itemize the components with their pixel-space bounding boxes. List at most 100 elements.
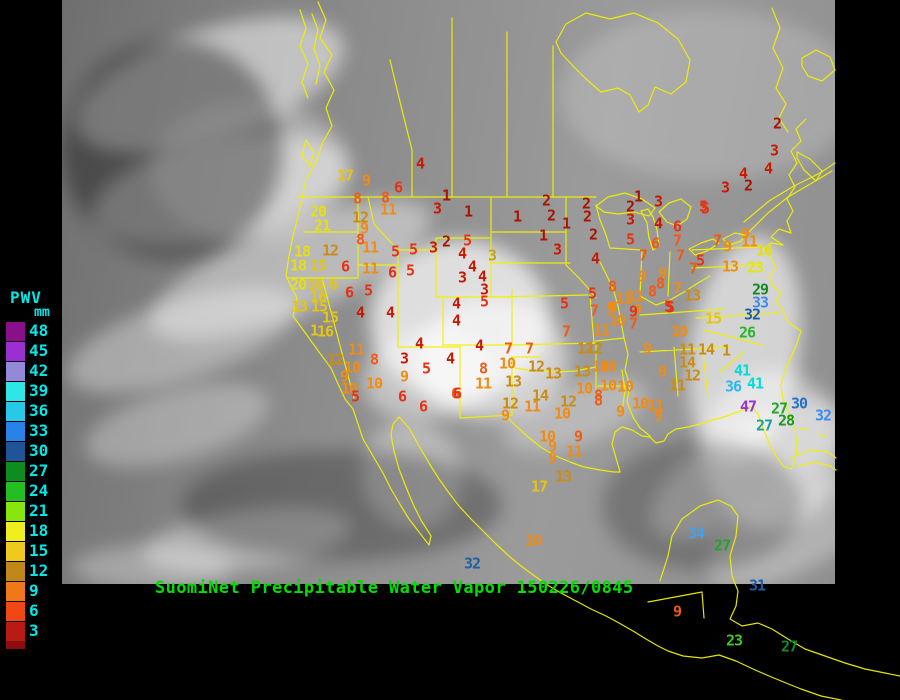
station-pwv-value: 5 <box>405 261 415 280</box>
station-pwv-value: 5 <box>390 242 400 261</box>
station-pwv-value: 17 <box>336 166 354 185</box>
legend-bin: 45 <box>6 341 64 361</box>
station-pwv-value: 4 <box>590 249 600 268</box>
station-pwv-value: 2 <box>441 232 451 251</box>
station-pwv-value: 3 <box>428 238 438 257</box>
cloud-blob <box>560 10 835 180</box>
station-pwv-value: 1 <box>538 226 548 245</box>
station-pwv-value: 21 <box>313 216 331 235</box>
legend-bin-label: 36 <box>29 401 49 420</box>
station-pwv-value: 30 <box>790 394 808 413</box>
station-pwv-value: 32 <box>743 305 761 324</box>
station-pwv-value: 11 <box>347 340 365 359</box>
legend-swatch <box>6 401 25 421</box>
station-pwv-value: 15 <box>321 308 339 327</box>
legend-bin-label: 30 <box>29 441 49 460</box>
station-pwv-value: 6 <box>452 384 462 403</box>
station-pwv-value: 10 <box>575 379 593 398</box>
station-pwv-value: 6 <box>418 397 428 416</box>
station-pwv-value: 2 <box>541 191 551 210</box>
satellite-image <box>62 0 835 584</box>
legend-bin-label: 45 <box>29 341 49 360</box>
station-pwv-value: 4 <box>763 159 773 178</box>
station-pwv-value: 13 <box>721 257 739 276</box>
station-pwv-value: 14 <box>697 340 715 359</box>
legend-bin-label: 3 <box>29 621 39 640</box>
station-pwv-value: 8 <box>380 188 390 207</box>
station-pwv-value: 5 <box>421 359 431 378</box>
station-pwv-value: 3 <box>720 178 730 197</box>
legend-swatch <box>6 641 25 649</box>
station-pwv-value: 2 <box>743 176 753 195</box>
station-pwv-value: 5 <box>663 297 673 316</box>
station-pwv-value: 9 <box>339 367 349 386</box>
legend-bin: 27 <box>6 461 64 481</box>
station-pwv-value: 6 <box>393 178 403 197</box>
station-pwv-value: 8 <box>369 350 379 369</box>
legend-color-scale: 48 45 42 39 36 33 30 27 24 21 18 15 12 9 6 3 <box>6 321 64 661</box>
legend-bin: 15 <box>6 541 64 561</box>
station-pwv-value: 3 <box>769 141 779 160</box>
station-pwv-value: 1 <box>463 202 473 221</box>
station-pwv-value: 7 <box>524 339 534 358</box>
station-pwv-value: 12 <box>501 394 519 413</box>
station-pwv-value: 4 <box>738 164 748 183</box>
station-pwv-value: 27 <box>755 416 773 435</box>
station-pwv-value: 6 <box>340 257 350 276</box>
station-pwv-value: 9 <box>547 437 557 456</box>
station-pwv-value: 3 <box>552 240 562 259</box>
station-pwv-value: 6 <box>344 283 354 302</box>
dark-ocean-patch <box>62 40 282 260</box>
station-pwv-value: 9 <box>547 449 557 468</box>
station-pwv-value: 15 <box>704 309 722 328</box>
station-pwv-value: 9 <box>500 406 510 425</box>
station-pwv-value: 9 <box>359 219 369 238</box>
station-pwv-value: 7 <box>675 246 685 265</box>
legend-swatch <box>6 521 25 541</box>
station-pwv-value: 18 <box>289 256 307 275</box>
station-pwv-value: 5 <box>587 284 597 303</box>
station-pwv-value: 9 <box>657 362 667 381</box>
station-pwv-value: 7 <box>503 339 513 358</box>
station-pwv-value: 7 <box>628 314 638 333</box>
station-pwv-value: 5 <box>462 231 472 250</box>
product-title: SuomiNet Precipitable Water Vapor 150226… <box>155 578 634 598</box>
station-pwv-value: 8 <box>607 277 617 296</box>
legend-bin: 12 <box>6 561 64 581</box>
station-pwv-value: 16 <box>316 322 334 341</box>
station-pwv-value: 11 <box>361 238 379 257</box>
station-pwv-value: 5 <box>698 197 708 216</box>
station-pwv-value: 29 <box>751 280 769 299</box>
station-pwv-value: 18 <box>293 242 311 261</box>
legend-swatch <box>6 621 25 641</box>
station-pwv-value: 11 <box>474 374 492 393</box>
legend-swatch <box>6 381 25 401</box>
station-pwv-value: 11 <box>678 340 696 359</box>
station-pwv-value: 31 <box>748 576 766 595</box>
station-pwv-value: 5 <box>363 281 373 300</box>
station-pwv-value: 7 <box>638 246 648 265</box>
station-pwv-value: 16 <box>309 287 327 306</box>
station-pwv-value: 9 <box>605 299 615 318</box>
legend-bin-label: 12 <box>29 561 49 580</box>
station-pwv-value: 10 <box>670 322 688 341</box>
station-pwv-value: 4 <box>474 336 484 355</box>
station-pwv-value: 11 <box>361 259 379 278</box>
station-pwv-value: 16 <box>306 275 324 294</box>
station-pwv-value: 3 <box>487 246 497 265</box>
station-pwv-value: 13 <box>544 364 562 383</box>
station-pwv-value: 8 <box>655 274 665 293</box>
legend-bin-label: 48 <box>29 321 49 340</box>
legend-swatch <box>6 321 25 341</box>
station-pwv-value: 7 <box>561 322 571 341</box>
station-pwv-value: 5 <box>695 251 705 270</box>
station-pwv-value: 26 <box>738 323 756 342</box>
legend-bin: 3 <box>6 621 64 641</box>
station-pwv-value: 36 <box>724 377 742 396</box>
station-pwv-value: 9 <box>653 406 663 425</box>
legend-bin-label: 18 <box>29 521 49 540</box>
legend-bin: 36 <box>6 401 64 421</box>
legend-bin: 9 <box>6 581 64 601</box>
station-pwv-value: 1 <box>309 321 319 340</box>
station-pwv-value: 4 <box>414 334 424 353</box>
